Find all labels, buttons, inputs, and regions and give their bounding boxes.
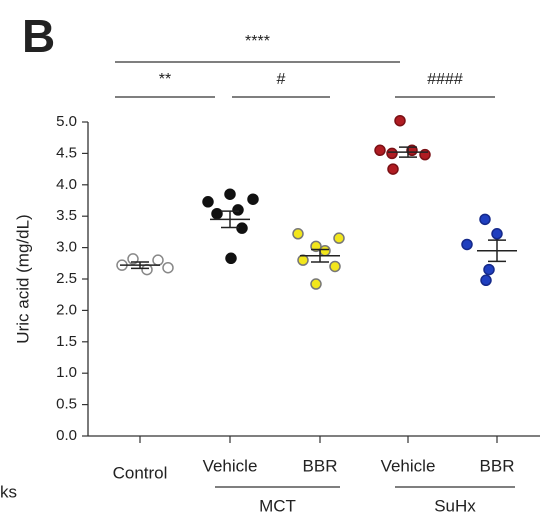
y-tick-label: 1.5 (56, 333, 77, 350)
x-tick-label: Vehicle (203, 456, 258, 475)
significance-label: #### (427, 71, 463, 88)
y-tick-label: 0.5 (56, 396, 77, 413)
data-point (141, 263, 153, 276)
data-point (162, 261, 174, 274)
data-point (483, 263, 495, 276)
panel-label: B (22, 10, 55, 62)
data-point (479, 213, 491, 226)
y-tick-label: 2.5 (56, 270, 77, 287)
data-point (297, 254, 309, 266)
sem-bar (488, 239, 506, 263)
partial-label: ks (0, 482, 17, 501)
data-point (225, 252, 237, 265)
data-point (491, 228, 503, 240)
significance-label: **** (245, 33, 270, 50)
y-axis-title: Uric acid (mg/dL) (13, 214, 32, 343)
data-point (310, 278, 322, 290)
y-tick-label: 5.0 (56, 113, 77, 130)
significance-label: ** (159, 71, 171, 88)
data-point (319, 244, 331, 257)
group-label: SuHx (434, 496, 476, 515)
y-tick-label: 4.5 (56, 144, 77, 161)
data-point (480, 274, 492, 287)
y-tick-label: 0.0 (56, 427, 77, 444)
y-tick-label: 3.5 (56, 207, 77, 224)
data-point (374, 144, 386, 157)
data-point (394, 114, 406, 127)
y-tick-label: 4.0 (56, 176, 77, 193)
sem-bar (311, 248, 329, 263)
data-point (333, 232, 345, 244)
y-tick-label: 3.0 (56, 239, 77, 256)
y-tick-label: 2.0 (56, 301, 77, 318)
data-point (224, 188, 236, 200)
x-tick-label: BBR (303, 456, 338, 475)
data-point (211, 207, 223, 220)
sem-bar (131, 261, 149, 270)
y-tick-label: 1.0 (56, 364, 77, 381)
data-point (247, 193, 259, 205)
x-tick-label: Control (113, 463, 168, 482)
data-point (419, 148, 431, 161)
data-point (232, 204, 244, 216)
x-tick-label: BBR (480, 456, 515, 475)
significance-label: # (277, 71, 286, 88)
data-point (387, 163, 399, 175)
data-point (461, 238, 473, 251)
data-point (386, 147, 398, 160)
sem-bar (399, 146, 417, 158)
sem-bar (221, 210, 239, 229)
data-point (202, 196, 214, 208)
x-tick-label: Vehicle (381, 456, 436, 475)
data-point (292, 228, 304, 240)
data-point (329, 260, 341, 273)
data-point (152, 254, 164, 266)
group-label: MCT (259, 496, 296, 515)
